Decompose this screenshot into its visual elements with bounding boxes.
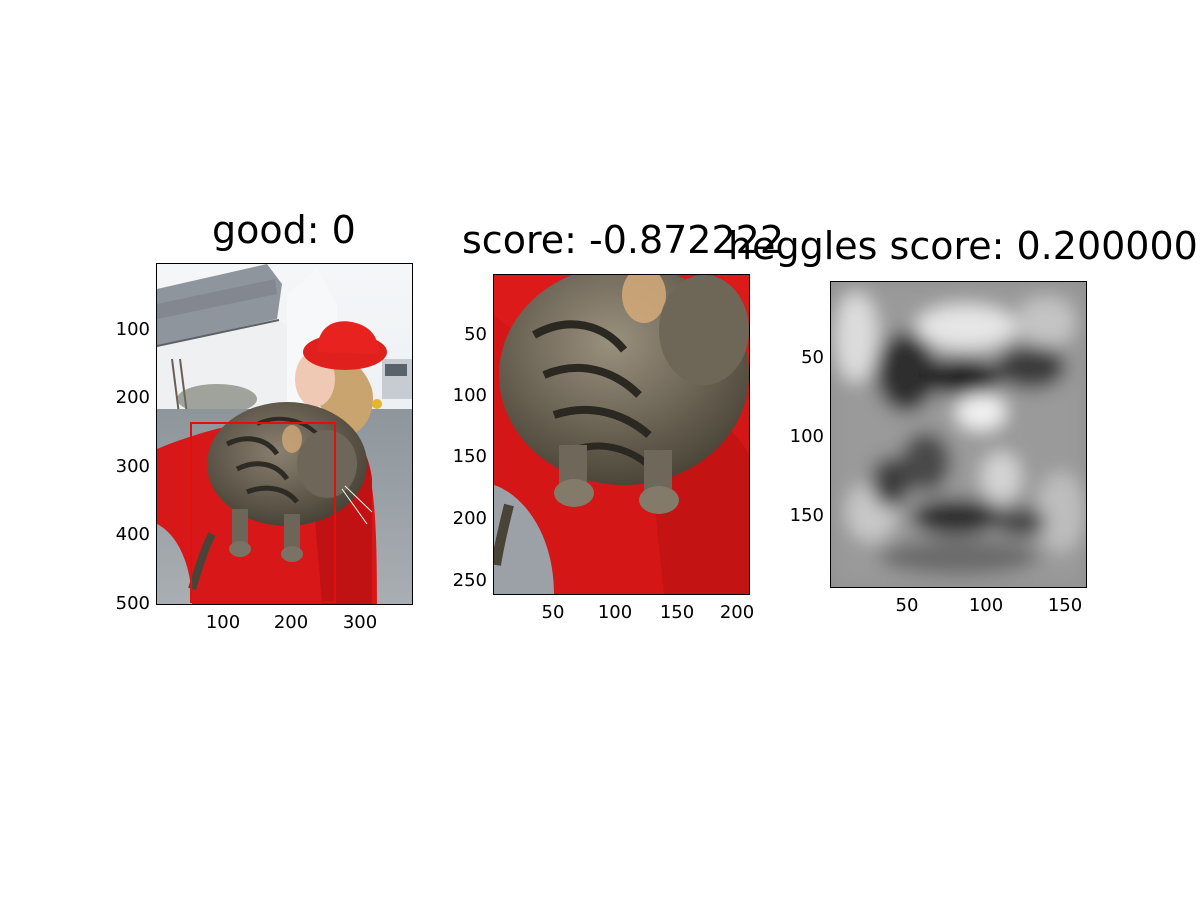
panel-1-ytick-label: 100 bbox=[115, 319, 150, 340]
panel-2-ytick-label: 50 bbox=[464, 324, 487, 345]
panel-1-ytick-label: 500 bbox=[115, 593, 150, 614]
panel-2-xtick-label: 50 bbox=[541, 602, 565, 623]
detection-box bbox=[190, 422, 336, 603]
panel-1-xtick-label: 300 bbox=[342, 612, 378, 633]
panel-3-feature-map bbox=[831, 282, 1086, 587]
panel-3-ytick-label: 100 bbox=[789, 426, 824, 447]
panel-1-xtick-label: 200 bbox=[273, 612, 309, 633]
panel-3-ytick-label: 50 bbox=[801, 347, 824, 368]
panel-3-xtick-label: 100 bbox=[968, 595, 1004, 616]
panel-3-ytick-label: 150 bbox=[789, 505, 824, 526]
panel-2-crop bbox=[494, 275, 749, 594]
panel-2-ytick-label: 200 bbox=[452, 508, 487, 529]
panel-2-ytick-label: 150 bbox=[452, 446, 487, 467]
panel-1-title: good: 0 bbox=[212, 208, 356, 252]
panel-2-title: score: -0.872222 bbox=[462, 218, 785, 262]
panel-1-ytick-label: 400 bbox=[115, 524, 150, 545]
panel-2-ytick-label: 100 bbox=[452, 385, 487, 406]
panel-2-xtick-label: 200 bbox=[719, 602, 755, 623]
panel-3-xtick-label: 50 bbox=[895, 595, 919, 616]
panel-1-photo bbox=[157, 264, 412, 604]
panel-3-xtick-label: 150 bbox=[1047, 595, 1083, 616]
panel-1-ytick-label: 200 bbox=[115, 387, 150, 408]
panel-2-axes bbox=[493, 274, 750, 595]
panel-3-axes bbox=[830, 281, 1087, 588]
panel-1-ytick-label: 300 bbox=[115, 456, 150, 477]
panel-2-xtick-label: 100 bbox=[597, 602, 633, 623]
panel-2-ytick-label: 250 bbox=[452, 570, 487, 591]
panel-1-axes bbox=[156, 263, 413, 605]
panel-3-title: heggles score: 0.200000 bbox=[728, 224, 1198, 268]
panel-2-xtick-label: 150 bbox=[659, 602, 695, 623]
panel-1-xtick-label: 100 bbox=[205, 612, 241, 633]
